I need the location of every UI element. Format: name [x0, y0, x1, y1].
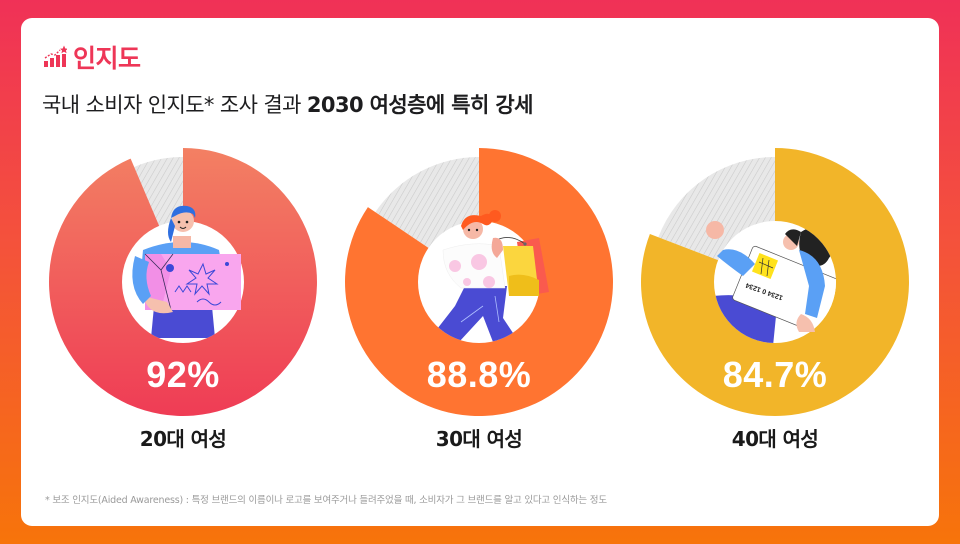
donut-svg-20s [48, 148, 317, 417]
age-label-30s: 30대 여성 [435, 427, 523, 451]
percentage-value: 88.8% [426, 354, 532, 395]
donut-chart-20s: 92% [47, 146, 319, 418]
infographic-card: 인지도 국내 소비자 인지도* 조사 결과 2030 여성층에 특히 강세 [21, 18, 939, 526]
age-label-20s: 20대 여성 [139, 427, 227, 451]
donut-svg-40s: 1234 0 1234 [641, 148, 910, 416]
headline-strong: 2030 여성층에 특히 강세 [306, 93, 534, 117]
headline: 국내 소비자 인지도* 조사 결과 2030 여성층에 특히 강세 [42, 89, 533, 119]
footnote: * 보조 인지도(Aided Awareness) : 특정 브랜드의 이름이나… [45, 495, 607, 506]
section-title-text: 인지도 [73, 44, 141, 73]
percentage-value: 92% [146, 354, 220, 395]
woman-holding-gift-box-illustration [132, 205, 241, 338]
headline-normal: 국내 소비자 인지도* 조사 결과 [42, 93, 307, 117]
woman-with-shopping-bags-illustration [427, 210, 549, 342]
section-title: 인지도 [43, 40, 141, 74]
age-label-40s: 40대 여성 [731, 427, 819, 451]
chart-growth-star-icon [44, 45, 67, 67]
donut-chart-40s: 1234 0 1234 84.7% [639, 146, 911, 418]
donut-chart-30s: 88.8% [343, 146, 615, 418]
percentage-value: 84.7% [722, 354, 828, 395]
donut-svg-30s [345, 148, 614, 417]
